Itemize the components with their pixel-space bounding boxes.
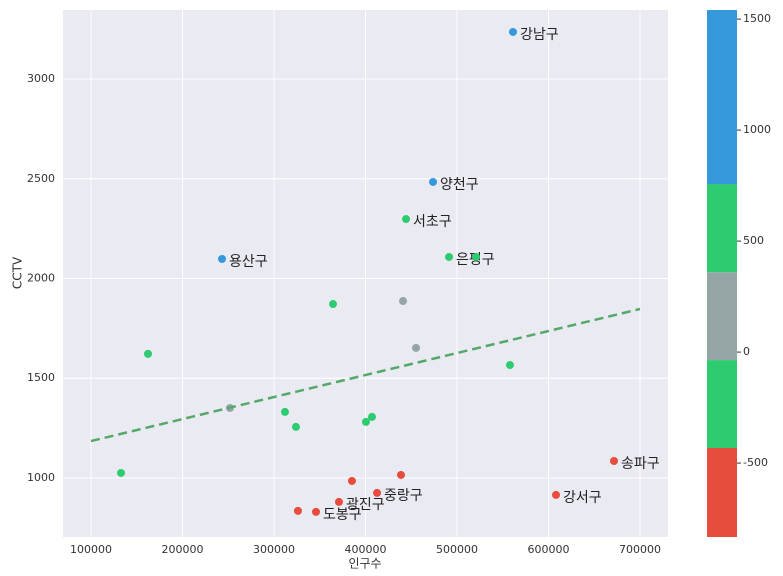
point: [334, 497, 343, 506]
colorbar-segment: [707, 10, 737, 185]
colorbar-segment: [707, 184, 737, 273]
x-axis-label: 인구수: [348, 557, 381, 571]
y-tick-label: 2000: [27, 271, 55, 284]
point: [472, 252, 481, 261]
point: [311, 507, 320, 516]
x-tick-label: 700000: [619, 543, 661, 556]
point: [293, 506, 302, 515]
point-label: 서초구: [413, 214, 452, 230]
y-tick-label: 3000: [27, 72, 55, 85]
point-label: 중랑구: [384, 488, 423, 504]
point-label: 도봉구: [323, 507, 362, 523]
y-axis-label: CCTV: [11, 256, 25, 289]
colorbar-segment: [707, 272, 737, 361]
point-label: 강서구: [563, 490, 602, 506]
point-label: 강남구: [520, 27, 559, 43]
colorbar-tick-label: 1500: [743, 12, 771, 25]
trend-line: [90, 307, 641, 443]
point: [508, 27, 517, 36]
x-tick-label: 100000: [70, 543, 112, 556]
point: [397, 470, 406, 479]
point: [280, 407, 289, 416]
point: [218, 254, 227, 263]
x-tick-label: 400000: [345, 543, 387, 556]
point: [347, 476, 356, 485]
point: [429, 177, 438, 186]
point: [367, 412, 376, 421]
point: [117, 468, 126, 477]
y-tick-label: 1000: [27, 471, 55, 484]
y-tick-label: 2500: [27, 172, 55, 185]
x-tick-label: 300000: [253, 543, 295, 556]
colorbar-tick-label: 1000: [743, 123, 771, 136]
point-label: 송파구: [621, 456, 660, 472]
colorbar-tick-label: -500: [743, 456, 768, 469]
colorbar-tick-label: 500: [743, 234, 764, 247]
point-label: 광진구: [346, 497, 385, 513]
point: [329, 300, 338, 309]
point: [402, 215, 411, 224]
point: [373, 488, 382, 497]
point-label: 양천구: [440, 177, 479, 193]
colorbar-segment: [707, 447, 737, 537]
point: [505, 361, 514, 370]
point: [361, 417, 370, 426]
point: [552, 490, 561, 499]
point: [399, 297, 408, 306]
colorbar-tick-label: 0: [743, 345, 750, 358]
point: [445, 252, 454, 261]
point-label: 용산구: [229, 254, 268, 270]
x-tick-label: 500000: [436, 543, 478, 556]
x-tick-label: 200000: [161, 543, 203, 556]
colorbar-segment: [707, 360, 737, 448]
y-tick-label: 1500: [27, 371, 55, 384]
point: [144, 349, 153, 358]
point: [291, 422, 300, 431]
x-tick-label: 600000: [528, 543, 570, 556]
point: [412, 343, 421, 352]
point: [610, 457, 619, 466]
